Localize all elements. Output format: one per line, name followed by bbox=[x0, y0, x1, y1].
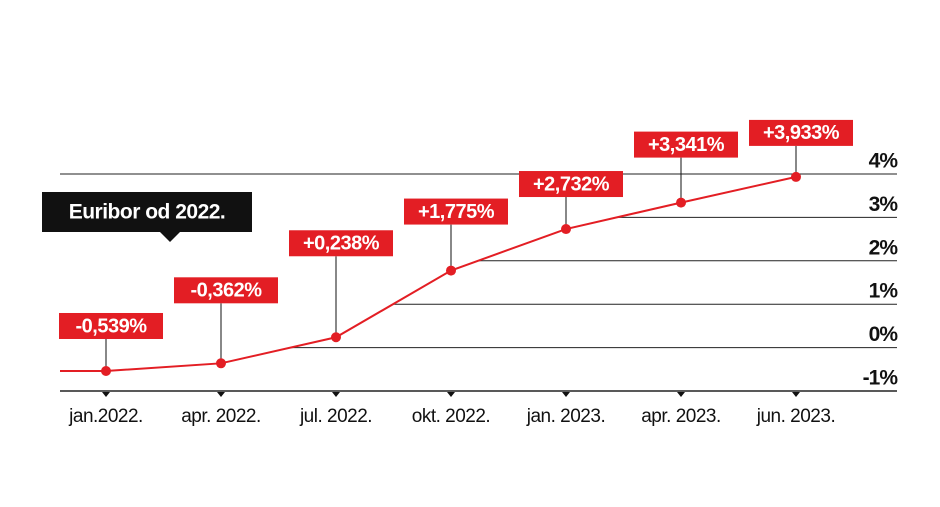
value-label: +1,775% bbox=[418, 201, 495, 223]
point bbox=[561, 224, 571, 235]
y-tick-label: 4% bbox=[869, 150, 899, 173]
point bbox=[676, 197, 686, 208]
x-tick-label: okt. 2022. bbox=[412, 406, 490, 427]
y-tick-label: 2% bbox=[869, 236, 899, 259]
line bbox=[60, 175, 797, 372]
point bbox=[331, 332, 341, 343]
value-label: +0,238% bbox=[303, 233, 380, 255]
x-tick-label: jul. 2022. bbox=[299, 406, 372, 427]
point bbox=[101, 365, 111, 376]
label-box bbox=[59, 312, 163, 339]
x-tick-label: jun. 2023. bbox=[756, 406, 835, 427]
y-tick-label: 3% bbox=[869, 193, 899, 216]
title-pointer bbox=[160, 232, 180, 242]
x-tick-label: jan. 2023. bbox=[526, 406, 605, 427]
y-tick-label: -1% bbox=[863, 367, 899, 390]
value-label: +3,933% bbox=[763, 122, 840, 144]
label-box bbox=[174, 277, 278, 304]
y-tick-label: 1% bbox=[869, 280, 899, 303]
x-tick-mark bbox=[332, 392, 340, 397]
x-tick-mark bbox=[677, 392, 685, 397]
label-box bbox=[519, 171, 623, 198]
chart-title: Euribor od 2022. bbox=[69, 201, 226, 224]
x-tick-label: jan.2022. bbox=[68, 406, 143, 427]
label-box bbox=[634, 131, 738, 158]
point bbox=[791, 171, 801, 182]
y-tick-label: 0% bbox=[869, 323, 899, 346]
value-label: -0,362% bbox=[191, 280, 263, 302]
value-label: +3,341% bbox=[648, 134, 725, 156]
label-box bbox=[404, 198, 508, 225]
label-box bbox=[289, 230, 393, 257]
x-tick-mark bbox=[447, 392, 455, 397]
x-tick-mark bbox=[562, 392, 570, 397]
value-label: +2,732% bbox=[533, 173, 610, 195]
x-tick-mark bbox=[792, 392, 800, 397]
label-box bbox=[749, 119, 853, 146]
title-box bbox=[42, 192, 252, 232]
x-tick-label: apr. 2023. bbox=[641, 406, 721, 427]
x-tick-label: apr. 2022. bbox=[181, 406, 261, 427]
point bbox=[216, 358, 226, 369]
x-tick-mark bbox=[102, 392, 110, 397]
value-label: -0,539% bbox=[76, 315, 148, 337]
point bbox=[446, 265, 456, 276]
x-tick-mark bbox=[217, 392, 225, 397]
